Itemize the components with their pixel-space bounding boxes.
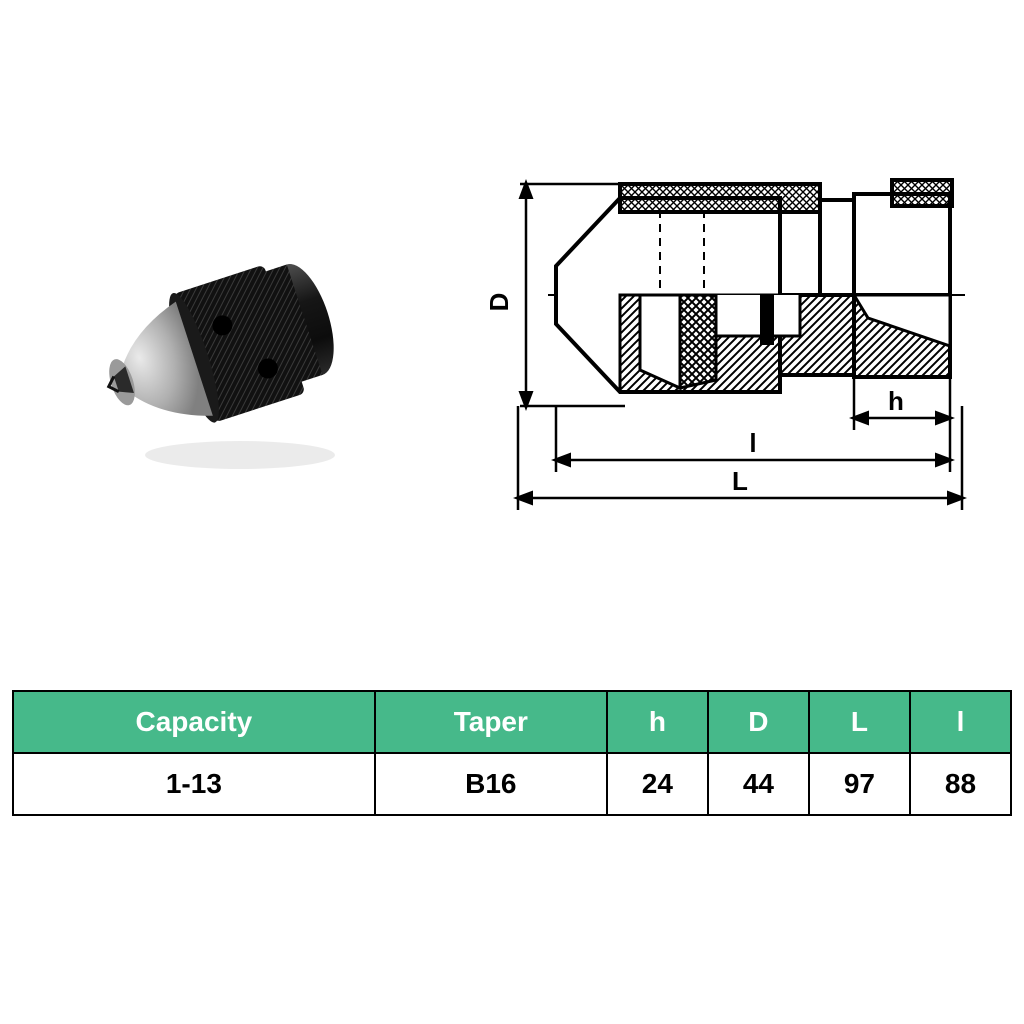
col-taper: Taper bbox=[375, 691, 607, 753]
cell-D: 44 bbox=[708, 753, 809, 815]
col-D: D bbox=[708, 691, 809, 753]
dim-label-l: l bbox=[749, 428, 756, 458]
product-photo bbox=[90, 250, 370, 480]
cell-L: 97 bbox=[809, 753, 910, 815]
col-L: L bbox=[809, 691, 910, 753]
spec-table-header-row: Capacity Taper h D L l bbox=[13, 691, 1011, 753]
cell-taper: B16 bbox=[375, 753, 607, 815]
dim-label-D: D bbox=[484, 293, 514, 312]
technical-drawing: D h l L bbox=[460, 150, 970, 530]
dim-label-h: h bbox=[888, 386, 904, 416]
spec-table: Capacity Taper h D L l 1-13 B16 24 44 97… bbox=[12, 690, 1012, 816]
drawing-svg: D h l L bbox=[460, 150, 970, 530]
photo-svg bbox=[90, 250, 370, 480]
table-row: 1-13 B16 24 44 97 88 bbox=[13, 753, 1011, 815]
col-capacity: Capacity bbox=[13, 691, 375, 753]
top-region: D h l L bbox=[0, 0, 1024, 640]
page: D h l L Capacity bbox=[0, 0, 1024, 1024]
cell-l: 88 bbox=[910, 753, 1011, 815]
cell-h: 24 bbox=[607, 753, 708, 815]
dim-label-L: L bbox=[732, 466, 748, 496]
col-l: l bbox=[910, 691, 1011, 753]
col-h: h bbox=[607, 691, 708, 753]
cell-capacity: 1-13 bbox=[13, 753, 375, 815]
